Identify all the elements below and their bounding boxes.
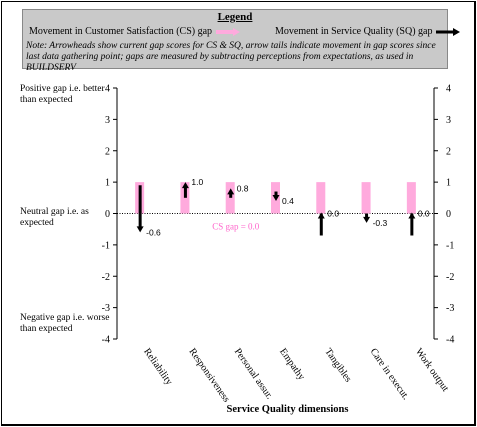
cs-bar (316, 182, 326, 214)
y-tick-label-left: 1 (105, 178, 110, 189)
category-label: Tangibles (322, 346, 353, 384)
sq-arrowhead (317, 212, 325, 219)
legend-cs-arrow-icon (215, 27, 240, 36)
legend-cs-entry: Movement in Customer Satisfaction (CS) g… (29, 26, 241, 37)
category-label: Empathy (277, 346, 307, 382)
y-tick-label-right: -2 (446, 272, 454, 283)
legend-sq-label: Movement in Service Quality (SQ) gap (275, 26, 433, 37)
cs-bar (361, 182, 371, 214)
sq-arrowhead (227, 188, 235, 195)
sq-arrowhead (363, 216, 371, 223)
sq-arrowhead (408, 212, 416, 219)
cs-gap-annotation: CS gap = 0.0 (212, 222, 260, 232)
sq-arrowhead (181, 182, 189, 189)
sq-data-label: 1.0 (191, 177, 203, 187)
legend-cs-label: Movement in Customer Satisfaction (CS) g… (29, 26, 213, 37)
sq-data-label: -0.6 (146, 227, 161, 237)
category-label: Care in execut. (368, 346, 412, 402)
y-tick-label-right: -4 (446, 335, 454, 346)
y-tick-label-right: 4 (446, 84, 451, 95)
y-tick-label-left: 4 (105, 84, 110, 95)
category-label: Personal assur. (232, 346, 275, 401)
y-tick-label-right: -3 (446, 303, 454, 314)
legend-title: Legend (217, 11, 253, 23)
legend: Legend Movement in Customer Satisfaction… (22, 9, 460, 73)
sq-data-label: 0.4 (282, 196, 294, 206)
sq-arrowhead (272, 194, 280, 201)
x-axis-title: Service Quality dimensions (227, 404, 349, 415)
sq-data-label: 0.8 (237, 183, 249, 193)
y-tick-label-right: 1 (446, 178, 451, 189)
y-tick-label-right: -1 (446, 240, 454, 251)
y-tick-label-right: 0 (446, 209, 451, 220)
sq-data-label: 0.0 (418, 209, 430, 219)
cs-bar (406, 182, 416, 214)
y-tick-label-right: 3 (446, 115, 451, 126)
y-tick-label-left: -3 (102, 303, 110, 314)
category-label: Work output (413, 346, 451, 393)
sq-arrowhead (136, 226, 144, 233)
legend-note: Note: Arrowheads show current gap scores… (26, 41, 436, 73)
neutral-gap-label: Neutral gap i.e. as expected (20, 207, 89, 228)
y-tick-label-left: -1 (102, 240, 110, 251)
category-label: Reliability (141, 346, 174, 387)
y-tick-label-right: 2 (446, 146, 451, 157)
y-tick-label-left: 0 (105, 209, 110, 220)
positive-gap-label: Positive gap i.e. better than expected (20, 84, 105, 105)
y-tick-label-left: -4 (102, 335, 110, 346)
legend-sq-arrow-icon (435, 27, 460, 36)
category-label: Responsiveness (186, 346, 231, 404)
y-tick-label-left: 3 (105, 115, 110, 126)
sq-data-label: -0.3 (373, 218, 388, 228)
legend-sq-entry: Movement in Service Quality (SQ) gap (275, 26, 461, 37)
negative-gap-label: Negative gap i.e. worse than expected (20, 313, 110, 334)
y-tick-label-left: 2 (105, 146, 110, 157)
y-tick-label-left: -2 (102, 272, 110, 283)
sq-data-label: 0.0 (327, 209, 339, 219)
